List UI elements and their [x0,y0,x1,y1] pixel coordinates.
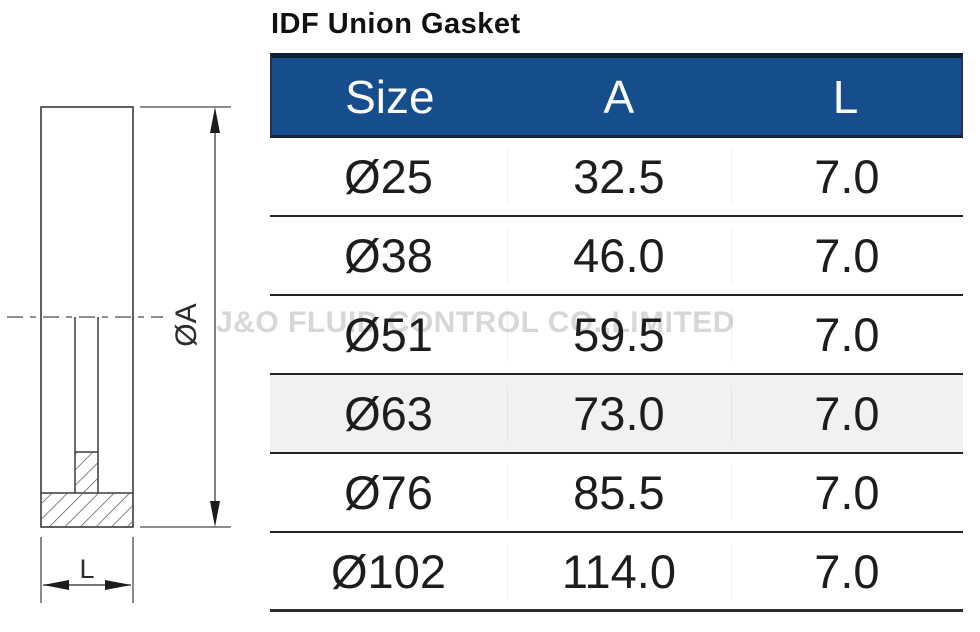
table-cell: 7.0 [731,386,963,441]
dimension-diameter-a: ØA [140,106,231,528]
watermark: J&O FLUID CONTROL CO.,LIMITED [216,306,735,339]
gasket-outline [40,106,134,528]
dim-label-l: L [79,554,94,584]
table-cell: Ø102 [331,544,446,598]
table-row: Ø63 73.0 7.0 [270,375,963,454]
table-cell: 32.5 [507,149,731,204]
arrowhead-up-icon [210,107,220,133]
table-cell: Ø76 [344,466,433,519]
dimension-l: L [40,537,134,603]
table-row: Ø102 114.0 7.0 [270,533,963,612]
dim-label-diameter-a: ØA [170,303,203,346]
section-hatching [41,452,133,527]
table-cell: 46.0 [507,228,731,283]
table-cell: Ø25 [344,150,433,203]
hatch-web [75,452,98,494]
table-row: Ø76 85.5 7.0 [270,454,963,533]
table-cell: 85.5 [507,465,731,520]
table-cell: 73.0 [507,386,731,441]
gasket-cross-section-diagram: ØA L [7,106,231,603]
column-header-size: Size [345,70,435,123]
table-cell: 7.0 [731,228,963,283]
table-header-row: Size A L [270,53,963,138]
table-cell: Ø51 [344,308,433,361]
table-cell: Ø63 [344,387,433,440]
table-row: Ø38 46.0 7.0 [270,217,963,296]
table-cell: 7.0 [731,465,963,520]
table-row: Ø25 32.5 7.0 [270,138,963,217]
table-cell: 59.5 [507,307,731,362]
table-cell: Ø38 [344,229,433,282]
column-header-a: A [603,70,635,123]
spec-table: Size A L Ø25 32.5 7.0 Ø38 46.0 7.0 Ø51 59.5 7.0 Ø… [270,53,963,612]
table-cell: 7.0 [731,544,963,599]
page-title: IDF Union Gasket [271,8,521,40]
hatch-base [41,493,133,527]
table-cell: 114.0 [507,544,731,599]
table-cell: 7.0 [731,307,963,362]
column-header-l: L [832,70,859,123]
table-row: Ø51 59.5 7.0 [270,296,963,375]
table-cell: 7.0 [731,149,963,204]
arrowhead-left-icon [43,580,69,590]
arrowhead-down-icon [210,501,220,527]
spec-table-body: Ø25 32.5 7.0 Ø38 46.0 7.0 Ø51 59.5 7.0 Ø63 73.0 7.0… [270,138,963,612]
arrowhead-right-icon [105,580,131,590]
